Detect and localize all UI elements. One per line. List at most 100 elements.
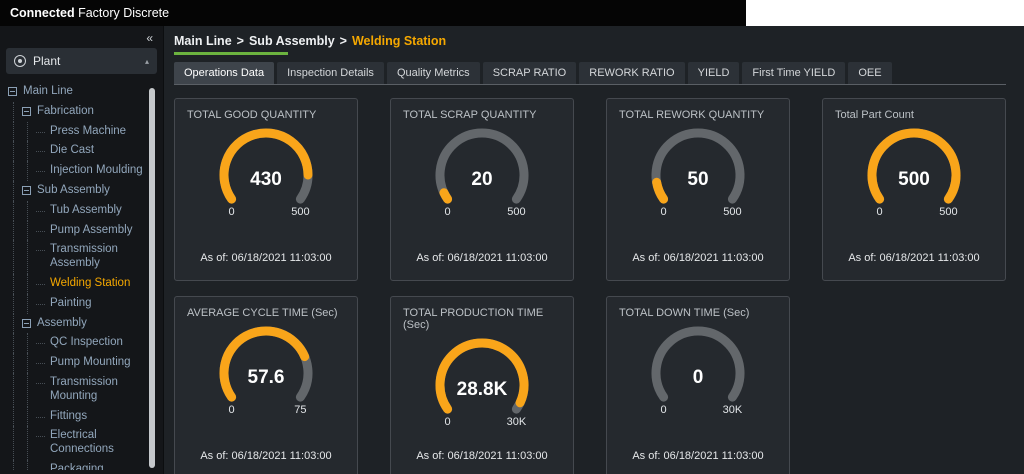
tree-item-welding-station[interactable]: Welding Station [8,274,163,294]
gauge-value: 20 [471,169,492,190]
tree-item-sub-assembly[interactable]: Sub Assembly [8,181,163,201]
sidebar-collapse-icon[interactable]: « [146,31,153,45]
gauge-fill [219,326,310,402]
card-asof-timestamp: As of: 06/18/2021 11:03:00 [200,252,332,264]
tree-collapse-icon[interactable] [22,106,31,116]
tree-item-pump-mounting[interactable]: Pump Mounting [8,353,163,373]
kpi-card-average-cycle-time-sec: AVERAGE CYCLE TIME (Sec) 57.6 0 75 As of: 06… [174,296,358,474]
chevron-up-icon[interactable]: ▴ [144,56,149,66]
sidebar-scrollbar[interactable] [149,88,155,468]
kpi-card-total-production-time-sec: TOTAL PRODUCTION TIME (Sec) 28.8K 0 30K As o… [390,296,574,474]
tree-guide-line [22,459,36,470]
tree-connector [36,416,45,418]
tree-item-main-line[interactable]: Main Line [8,82,163,102]
kpi-card-total-scrap-quantity: TOTAL SCRAP QUANTITY 20 0 500 As of: 06/18/2… [390,98,574,281]
app-title-rest: Factory Discrete [78,6,170,20]
tree-guide-line [8,274,22,294]
tree-collapse-icon[interactable] [22,318,31,328]
gauge-chart: 500 500 [651,128,745,218]
gauge-value: 500 [898,169,930,190]
card-asof-timestamp: As of: 06/18/2021 11:03:00 [632,450,764,462]
tab-oee[interactable]: OEE [848,62,892,84]
tree-item-die-cast[interactable]: Die Cast [8,141,163,161]
tree-item-label: Fittings [50,409,88,422]
tree-item-label: Transmission Assembly [50,243,118,270]
gauge-value: 50 [687,169,708,190]
tree-connector [36,283,45,285]
tree-item-transmission-mounting[interactable]: Transmission Mounting [8,372,163,407]
tree-collapse-icon[interactable] [8,87,17,96]
tree-guide-line [22,274,36,294]
breadcrumb-item-sub-assembly[interactable]: Sub Assembly [248,34,335,48]
gauge-fill [435,338,529,414]
tree-item-injection-moulding[interactable]: Injection Moulding [8,161,163,181]
tree-item-label: Painting [50,296,92,309]
app-title: Connected Factory Discrete [0,6,169,20]
tab-quality-metrics[interactable]: Quality Metrics [386,62,480,84]
tree-guide-line [8,333,22,353]
tree-item-painting[interactable]: Painting [8,293,163,314]
tab-scrap-ratio[interactable]: SCRAP RATIO [482,62,577,84]
tree-item-electrical-connections[interactable]: Electrical Connections [8,426,163,460]
card-asof-timestamp: As of: 06/18/2021 11:03:00 [416,450,548,462]
card-title: Total Part Count [835,109,914,121]
gauge-max-label: 30K [723,404,743,416]
sidebar-collapse-row: « [0,26,163,46]
card-title: TOTAL PRODUCTION TIME (Sec) [403,307,544,331]
tree-item-pump-assembly[interactable]: Pump Assembly [8,220,163,241]
tree-item-label: Pump Assembly [50,223,133,236]
tree-guide-line [8,200,22,221]
tab-first-time-yield[interactable]: First Time YIELD [742,62,846,84]
tree-item-label: Welding Station [50,276,131,289]
breadcrumb-item-main-line[interactable]: Main Line [174,34,232,48]
gauge-min-label: 0 [661,206,667,218]
tree-guide-line [22,293,36,314]
app-body: « Plant ▴ Main Line Fabrication Press Mach… [0,26,1024,474]
tree-collapse-icon[interactable] [22,185,31,195]
tree-item-transmission-assembly[interactable]: Transmission Assembly [8,240,163,274]
tab-inspection-details[interactable]: Inspection Details [277,62,384,84]
gauge-max-label: 75 [294,404,306,416]
tree-guide-line [22,426,36,460]
app-title-brand: Connected [10,6,75,20]
tree-item-fittings[interactable]: Fittings [8,406,163,427]
asset-tree: Main Line Fabrication Press Machine Die Cas… [0,78,163,470]
tab-bar: Operations Data Inspection Details Quality… [174,62,1006,84]
card-title: TOTAL GOOD QUANTITY [187,109,317,121]
gauge-track [651,326,745,402]
tree-guide-line [8,372,22,407]
tree-guide-line [8,181,22,201]
tree-guide-line [22,121,36,142]
tree-guide-line [8,353,22,373]
tree-guide-line [22,220,36,241]
gauge-chart: 0 0 30K [651,326,745,416]
tree-item-assembly[interactable]: Assembly [8,313,163,334]
breadcrumb-item-welding-station[interactable]: Welding Station [351,34,447,48]
kpi-card-total-rework-quantity: TOTAL REWORK QUANTITY 50 0 500 As of: 06/18/… [606,98,790,281]
tree-item-tub-assembly[interactable]: Tub Assembly [8,200,163,221]
plant-panel-header[interactable]: Plant ▴ [6,48,157,74]
top-bar: Connected Factory Discrete [0,0,1024,26]
tree-item-packaging[interactable]: Packaging [8,459,163,470]
tab-operations-data[interactable]: Operations Data [174,62,275,84]
tree-item-label: Packaging [50,462,104,470]
tree-item-label: Press Machine [50,124,127,137]
gauge-value: 28.8K [457,379,508,400]
tree-item-label: Sub Assembly [37,183,110,196]
card-asof-timestamp: As of: 06/18/2021 11:03:00 [848,252,980,264]
sidebar: « Plant ▴ Main Line Fabrication Press Mach… [0,26,164,474]
gauge-track [651,128,745,204]
tab-rework-ratio[interactable]: REWORK RATIO [579,62,685,84]
card-title: TOTAL DOWN TIME (Sec) [619,307,750,319]
card-asof-timestamp: As of: 06/18/2021 11:03:00 [200,450,332,462]
tree-guide-line [8,121,22,142]
tree-item-qc-inspection[interactable]: QC Inspection [8,333,163,353]
breadcrumb-separator: > [339,34,347,48]
tree-connector [36,171,45,173]
tree-guide-line [8,406,22,427]
gauge-min-label: 0 [877,206,883,218]
tree-item-fabrication[interactable]: Fabrication [8,101,163,122]
tree-guide-line [22,200,36,221]
tab-yield[interactable]: YIELD [687,62,740,84]
tree-item-press-machine[interactable]: Press Machine [8,121,163,142]
